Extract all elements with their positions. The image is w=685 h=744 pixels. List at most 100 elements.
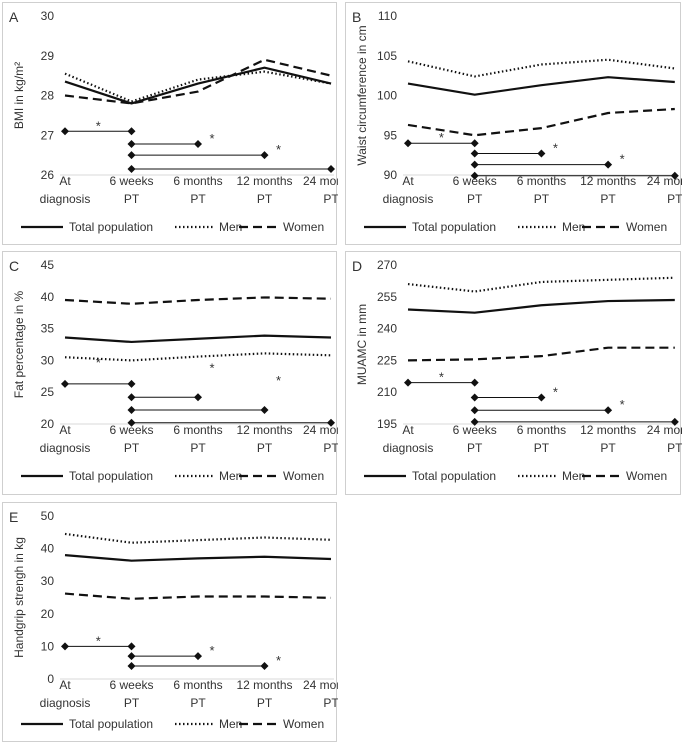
series-line-men bbox=[64, 532, 332, 544]
x-tick-label: diagnosis bbox=[383, 441, 434, 455]
significance-marker bbox=[604, 406, 613, 415]
series-line-total bbox=[407, 76, 675, 96]
y-tick-label: 30 bbox=[41, 574, 55, 588]
legend-label-total: Total population bbox=[69, 717, 153, 731]
significance-marker bbox=[127, 151, 136, 160]
significance-marker bbox=[470, 378, 479, 387]
significance-marker bbox=[327, 418, 335, 427]
x-tick-label: 24 months bbox=[303, 678, 338, 692]
y-axis-label: Waist circumference in cm bbox=[355, 25, 369, 165]
significance-marker bbox=[260, 151, 269, 160]
y-tick-label: 110 bbox=[378, 9, 397, 23]
x-tick-label: diagnosis bbox=[40, 441, 91, 455]
x-tick-label: PT bbox=[124, 441, 140, 455]
x-tick-label: diagnosis bbox=[383, 192, 434, 206]
x-tick-label: 6 months bbox=[517, 174, 566, 188]
y-axis-label: MUAMC in mm bbox=[355, 304, 369, 385]
significance-star: * bbox=[620, 152, 625, 167]
legend-label-total: Total population bbox=[412, 469, 496, 483]
significance-marker bbox=[127, 139, 136, 148]
y-tick-label: 210 bbox=[377, 385, 397, 399]
y-tick-label: 10 bbox=[41, 639, 55, 653]
significance-star: * bbox=[276, 142, 281, 157]
significance-marker bbox=[404, 139, 412, 148]
significance-marker bbox=[194, 139, 202, 148]
x-tick-label: PT bbox=[534, 192, 550, 206]
x-tick-label: 6 months bbox=[517, 423, 566, 437]
legend-label-men: Men bbox=[562, 469, 585, 483]
panel-letter: A bbox=[9, 9, 19, 25]
chart-b: B 90 95 100 105 110 Waist circumference in cm A… bbox=[352, 9, 682, 234]
significance-marker bbox=[470, 417, 479, 426]
x-tick-label: 12 months bbox=[236, 174, 292, 188]
x-tick-label: PT bbox=[467, 441, 483, 455]
legend-label-women: Women bbox=[283, 469, 324, 483]
legend-label-men: Men bbox=[562, 220, 585, 234]
y-tick-label: 20 bbox=[41, 607, 55, 621]
series-line-total bbox=[64, 66, 332, 105]
panel-e: E 0 10 20 30 40 50 Handgrip strengh in kg At diag… bbox=[2, 502, 338, 742]
significance-marker bbox=[127, 406, 136, 415]
y-tick-label: 28 bbox=[41, 89, 55, 103]
x-tick-label: At bbox=[59, 174, 71, 188]
significance-marker bbox=[61, 379, 69, 388]
x-tick-label: 6 weeks bbox=[453, 174, 497, 188]
chart-a: A 26 27 28 29 30 BMI in kg/m² At diagnosis 6 week… bbox=[9, 9, 338, 234]
x-tick-label: PT bbox=[323, 441, 338, 455]
y-tick-label: 100 bbox=[377, 89, 397, 103]
y-tick-label: 0 bbox=[47, 672, 54, 686]
x-tick-label: PT bbox=[323, 192, 338, 206]
x-tick-label: 6 weeks bbox=[109, 678, 153, 692]
series-line-women bbox=[407, 107, 675, 137]
significance-marker bbox=[470, 149, 479, 158]
x-tick-label: PT bbox=[257, 696, 273, 710]
significance-marker bbox=[260, 661, 269, 670]
significance-star: * bbox=[96, 355, 101, 370]
significance-marker bbox=[404, 378, 412, 387]
legend-label-total: Total population bbox=[412, 220, 496, 234]
significance-marker bbox=[470, 406, 479, 415]
series-line-total bbox=[407, 298, 675, 314]
significance-marker bbox=[127, 418, 136, 427]
x-tick-label: 24 months bbox=[647, 423, 682, 437]
significance-marker bbox=[470, 393, 479, 402]
x-tick-label: 6 weeks bbox=[109, 423, 153, 437]
significance-marker bbox=[470, 171, 479, 180]
x-tick-label: PT bbox=[667, 192, 682, 206]
legend-label-total: Total population bbox=[69, 220, 153, 234]
x-tick-label: 6 months bbox=[173, 174, 222, 188]
significance-marker bbox=[470, 139, 479, 148]
x-tick-label: diagnosis bbox=[40, 696, 91, 710]
significance-marker bbox=[327, 165, 335, 174]
panel-letter: C bbox=[9, 258, 19, 274]
series-line-total bbox=[64, 334, 332, 344]
significance-marker bbox=[470, 160, 479, 169]
x-tick-label: 12 months bbox=[580, 174, 636, 188]
chart-d: D 195 210 225 240 255 270 MUAMC in mm At diagnosi… bbox=[352, 258, 682, 483]
significance-star: * bbox=[439, 130, 444, 145]
panel-letter: E bbox=[9, 509, 18, 525]
x-tick-label: 12 months bbox=[236, 678, 292, 692]
y-tick-label: 270 bbox=[377, 258, 397, 272]
legend-label-men: Men bbox=[219, 220, 242, 234]
panel-c: C 20 25 30 35 40 45 Fat percentage in % At diagno… bbox=[2, 251, 338, 495]
y-tick-label: 29 bbox=[41, 49, 55, 63]
series-line-men bbox=[64, 352, 332, 362]
significance-marker bbox=[127, 661, 136, 670]
x-tick-label: PT bbox=[600, 441, 616, 455]
y-axis-label: Handgrip strengh in kg bbox=[12, 537, 26, 658]
x-tick-label: PT bbox=[190, 441, 206, 455]
legend-label-women: Women bbox=[283, 717, 324, 731]
y-tick-label: 240 bbox=[377, 322, 397, 336]
x-tick-label: PT bbox=[467, 192, 483, 206]
y-tick-label: 40 bbox=[41, 542, 55, 556]
x-tick-label: At bbox=[59, 678, 71, 692]
panel-letter: B bbox=[352, 9, 361, 25]
y-tick-label: 45 bbox=[41, 258, 55, 272]
series-line-total bbox=[64, 554, 332, 562]
legend-label-women: Women bbox=[626, 469, 667, 483]
panel-letter: D bbox=[352, 258, 362, 274]
x-tick-label: At bbox=[59, 423, 71, 437]
legend-label-total: Total population bbox=[69, 469, 153, 483]
significance-marker bbox=[537, 149, 546, 158]
